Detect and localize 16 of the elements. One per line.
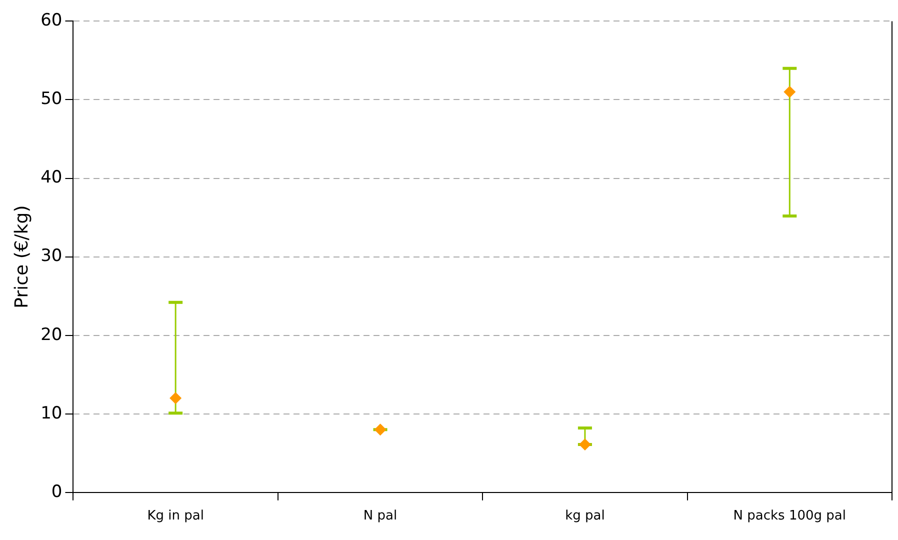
y-tick-label: 20 [40,324,62,345]
y-tick-label: 60 [40,10,62,31]
point [170,392,182,404]
x-tick-label: Kg in pal [147,508,204,524]
x-tick-label: N packs 100g pal [733,508,846,524]
y-tick-label: 50 [40,89,62,110]
y-axis-title: Price (€/kg) [11,205,32,308]
point [374,424,386,436]
point [784,86,796,98]
x-tick-label: N pal [363,508,398,524]
y-tick-label: 10 [40,403,62,424]
y-tick-label: 0 [51,482,62,502]
y-tick-label: 30 [40,246,62,266]
x-tick-label: kg pal [565,508,605,524]
point [578,438,591,450]
y-tick-label: 40 [40,168,62,188]
